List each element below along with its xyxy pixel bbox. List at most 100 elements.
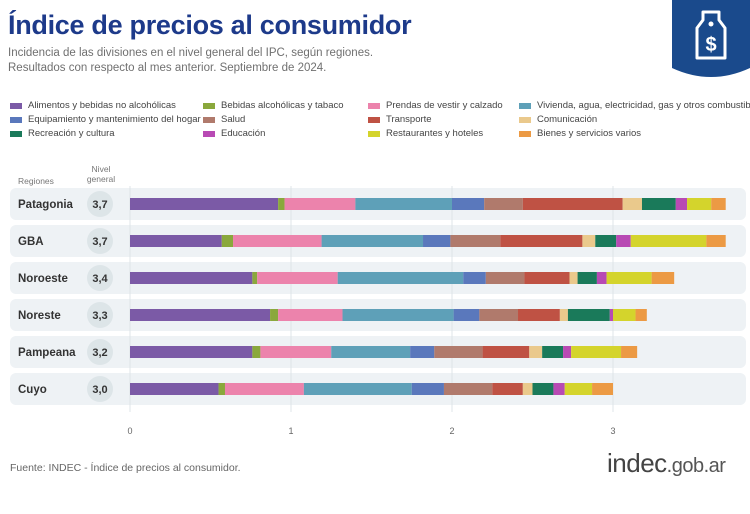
- subtitle-line-2: Resultados con respecto al mes anterior.…: [8, 62, 327, 74]
- bar-segment-recreacion-y-cultura: [532, 383, 554, 395]
- svg-text:$: $: [705, 34, 716, 56]
- bar-segment-comunicacion: [522, 383, 533, 395]
- legend-label: Recreación y cultura: [28, 128, 115, 139]
- bar-segment-vivienda-agua-electricidad-gas-y-otros-combustibles: [355, 198, 452, 210]
- legend-item-salud: Salud: [203, 114, 245, 125]
- legend-label: Bebidas alcohólicas y tabaco: [221, 100, 344, 111]
- bar-segment-restaurantes-y-hoteles: [564, 383, 593, 395]
- bar-segment-alimentos-y-bebidas-no-alcoholicas: [130, 383, 219, 395]
- bar-segment-transporte: [518, 309, 560, 321]
- legend-swatch: [519, 116, 531, 123]
- region-label: Patagonia: [18, 199, 74, 211]
- bar-segment-alimentos-y-bebidas-no-alcoholicas: [130, 235, 222, 247]
- legend-label: Bienes y servicios varios: [537, 128, 642, 139]
- bar-segment-bebidas-alcoholicas-y-tabaco: [278, 198, 285, 210]
- page-subtitle: Incidencia de las divisiones en el nivel…: [8, 46, 373, 76]
- x-tick-label: 2: [449, 426, 454, 436]
- legend-swatch: [10, 116, 22, 123]
- legend-item-restaurantes-y-hoteles: Restaurantes y hoteles: [368, 128, 483, 139]
- column-header-nivel-line-1: Nivel: [91, 164, 111, 174]
- legend-label: Restaurantes y hoteles: [386, 128, 484, 139]
- bar-segment-educacion: [609, 309, 613, 321]
- bar-segment-educacion: [616, 235, 631, 247]
- legend-item-educacion: Educación: [203, 128, 265, 139]
- logo-main: indec: [607, 448, 667, 478]
- bar-segment-vivienda-agua-electricidad-gas-y-otros-combustibles: [321, 235, 424, 247]
- nivel-general-bubble: [87, 228, 113, 254]
- bar-segment-vivienda-agua-electricidad-gas-y-otros-combustibles: [331, 346, 411, 358]
- bar-segment-prendas-de-vestir-y-calzado: [260, 346, 332, 358]
- legend-swatch: [368, 130, 380, 137]
- nivel-general-bubble: [87, 191, 113, 217]
- bar-segment-bebidas-alcoholicas-y-tabaco: [270, 309, 279, 321]
- bar-segment-prendas-de-vestir-y-calzado: [278, 309, 343, 321]
- bar-segment-bienes-y-servicios-varios: [711, 198, 726, 210]
- legend-label: Educación: [221, 128, 266, 139]
- legend-swatch: [368, 116, 380, 123]
- bar-segment-bienes-y-servicios-varios: [621, 346, 638, 358]
- bar-segment-educacion: [675, 198, 688, 210]
- legend-label: Prendas de vestir y calzado: [386, 100, 503, 111]
- nivel-general-value: 3,3: [92, 310, 107, 322]
- logo-suffix: .gob.ar: [666, 455, 726, 477]
- legend-swatch: [203, 116, 215, 123]
- bar-segment-prendas-de-vestir-y-calzado: [257, 272, 338, 284]
- legend-label: Transporte: [386, 114, 432, 125]
- legend-swatch: [368, 102, 380, 109]
- nivel-general-value: 3,0: [92, 384, 107, 396]
- bar-segment-salud: [485, 272, 525, 284]
- chart-legend: Alimentos y bebidas no alcohólicas Bebida…: [10, 100, 750, 144]
- nivel-general-bubble: [87, 265, 113, 291]
- bar-segment-recreacion-y-cultura: [567, 309, 610, 321]
- bar-segment-equipamiento-y-mantenimiento-del-hogar: [423, 235, 451, 247]
- bar-segment-comunicacion: [529, 346, 543, 358]
- bar-segment-equipamiento-y-mantenimiento-del-hogar: [463, 272, 486, 284]
- bar-segment-alimentos-y-bebidas-no-alcoholicas: [130, 309, 271, 321]
- legend-swatch: [10, 130, 22, 137]
- bar-segment-bebidas-alcoholicas-y-tabaco: [218, 383, 225, 395]
- legend-item-bienes-y-servicios-varios: Bienes y servicios varios: [519, 128, 641, 139]
- bar-segment-prendas-de-vestir-y-calzado: [224, 383, 304, 395]
- bar-segment-transporte: [524, 272, 570, 284]
- bar-segment-vivienda-agua-electricidad-gas-y-otros-combustibles: [337, 272, 464, 284]
- bar-segment-bienes-y-servicios-varios: [706, 235, 726, 247]
- x-tick-label: 1: [288, 426, 293, 436]
- bar-segment-bienes-y-servicios-varios: [592, 383, 613, 395]
- subtitle-line-1: Incidencia de las divisiones en el nivel…: [8, 47, 374, 59]
- bar-segment-transporte: [482, 346, 530, 358]
- column-header-nivel-general: Nivel general: [84, 164, 118, 184]
- indec-logo: indec.gob.ar: [607, 448, 726, 479]
- region-label: GBA: [18, 236, 44, 248]
- bar-segment-salud: [443, 383, 493, 395]
- bar-segment-salud: [484, 198, 523, 210]
- bar-segment-comunicacion: [569, 272, 578, 284]
- bar-segment-restaurantes-y-hoteles: [571, 346, 622, 358]
- legend-label: Equipamiento y mantenimiento del hogar: [28, 114, 201, 125]
- bar-segment-salud: [434, 346, 483, 358]
- stacked-bar-chart: 0 1 2 3 Patagonia 3,7 GBA 3,7 Noroeste 3,4 Noreste…: [10, 186, 746, 436]
- nivel-general-bubble: [87, 302, 113, 328]
- bar-segment-alimentos-y-bebidas-no-alcoholicas: [130, 346, 253, 358]
- nivel-general-value: 3,4: [92, 273, 108, 285]
- bar-segment-equipamiento-y-mantenimiento-del-hogar: [452, 198, 485, 210]
- nivel-general-value: 3,7: [92, 236, 107, 248]
- bar-segment-restaurantes-y-hoteles: [630, 235, 707, 247]
- region-label: Pampeana: [18, 347, 76, 359]
- x-tick-label: 0: [127, 426, 132, 436]
- region-label: Noroeste: [18, 273, 68, 285]
- bar-segment-recreacion-y-cultura: [577, 272, 597, 284]
- nivel-general-value: 3,2: [92, 347, 107, 359]
- source-note: Fuente: INDEC - Índice de precios al con…: [10, 462, 241, 474]
- bar-segment-educacion: [563, 346, 572, 358]
- bar-segment-transporte: [492, 383, 523, 395]
- legend-item-alimentos-y-bebidas-no-alcoholicas: Alimentos y bebidas no alcohólicas: [10, 100, 176, 111]
- legend-item-bebidas-alcoholicas-y-tabaco: Bebidas alcohólicas y tabaco: [203, 100, 344, 111]
- bar-segment-comunicacion: [582, 235, 596, 247]
- bar-segment-comunicacion: [559, 309, 568, 321]
- legend-label: Alimentos y bebidas no alcohólicas: [28, 100, 176, 111]
- bar-segment-restaurantes-y-hoteles: [606, 272, 652, 284]
- legend-item-recreacion-y-cultura: Recreación y cultura: [10, 128, 115, 139]
- legend-swatch: [203, 102, 215, 109]
- legend-item-transporte: Transporte: [368, 114, 432, 125]
- bar-segment-educacion: [553, 383, 565, 395]
